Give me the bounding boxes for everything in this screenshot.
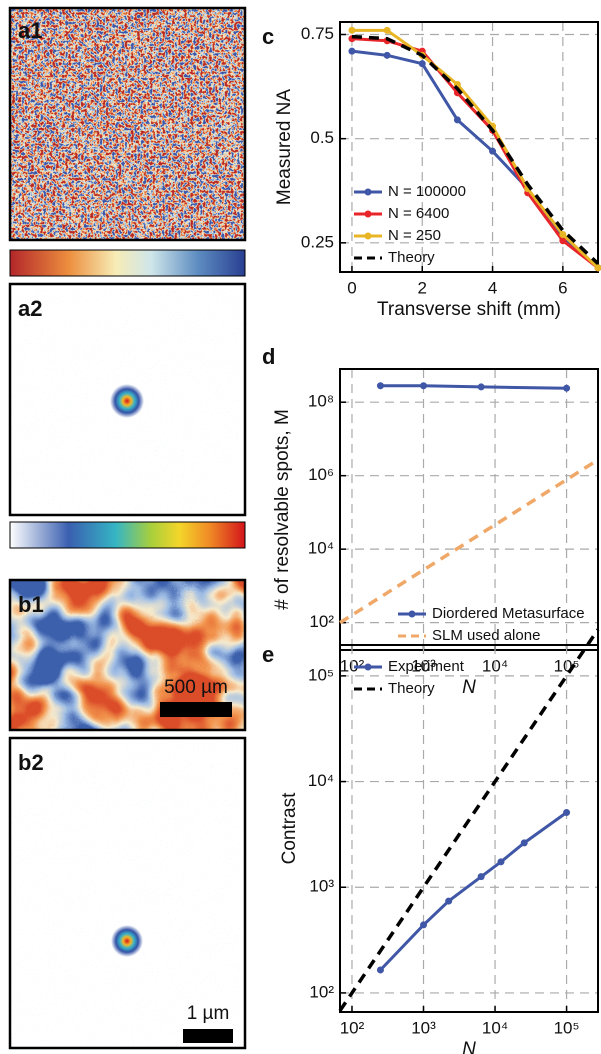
x-axis-title: N xyxy=(462,677,476,698)
x-tick-label: 4 xyxy=(488,278,497,297)
legend-label: N = 100000 xyxy=(388,183,466,200)
scale-bar-label: 500 µm xyxy=(164,677,228,698)
data-point xyxy=(383,51,391,59)
x-tick-label: 10⁴ xyxy=(482,1018,508,1037)
y-tick-label: 10² xyxy=(309,982,334,1001)
panel-label: e xyxy=(262,642,274,667)
data-point xyxy=(348,26,356,34)
series-line xyxy=(351,34,600,265)
y-tick-label: 10⁸ xyxy=(308,392,334,411)
y-tick-label: 10⁶ xyxy=(308,465,334,484)
data-point xyxy=(418,60,426,68)
legend-label: Theory xyxy=(388,249,435,266)
scale-bar xyxy=(160,702,232,717)
data-point xyxy=(376,382,384,390)
data-point xyxy=(420,382,428,390)
scale-bar-label: 1 µm xyxy=(187,1003,230,1024)
series-line xyxy=(339,458,599,625)
plot-frame xyxy=(339,21,599,273)
x-tick-label: 10³ xyxy=(411,1018,436,1037)
x-axis-title: N xyxy=(462,1039,476,1054)
colorbar xyxy=(9,521,246,549)
data-point xyxy=(497,858,505,866)
panel-label: d xyxy=(262,344,275,369)
panel-frame xyxy=(8,282,247,517)
panel-label: b2 xyxy=(18,750,44,775)
x-tick-label: 0 xyxy=(347,278,356,297)
legend-label: Diordered Metasurface xyxy=(432,605,585,622)
x-tick-label: 6 xyxy=(558,278,567,297)
data-point xyxy=(445,897,453,905)
focal-spot xyxy=(111,925,143,957)
data-point xyxy=(520,839,528,847)
legend-marker xyxy=(364,663,372,671)
legend-marker xyxy=(364,210,372,218)
legend-label: N = 250 xyxy=(388,227,441,244)
plot-frame xyxy=(339,368,599,651)
panel-label: a1 xyxy=(18,18,42,43)
series-line xyxy=(351,28,600,269)
data-point xyxy=(420,921,428,929)
focal-spot xyxy=(110,384,144,418)
spot-noise xyxy=(10,738,245,1048)
data-point xyxy=(563,384,571,392)
y-tick-label: 10⁴ xyxy=(308,771,334,790)
y-tick-label: 10² xyxy=(309,612,334,631)
data-point xyxy=(453,116,461,124)
data-point xyxy=(563,808,571,816)
data-point xyxy=(477,873,485,881)
legend-marker xyxy=(364,232,372,240)
data-point xyxy=(383,26,391,34)
x-tick-label: 10⁵ xyxy=(554,1018,580,1037)
legend-marker xyxy=(408,610,416,618)
plot-frame xyxy=(339,644,599,1013)
series-line xyxy=(338,628,600,1012)
panel-label: b1 xyxy=(18,592,44,617)
data-point xyxy=(594,264,601,272)
series-line xyxy=(379,811,568,971)
colorbar xyxy=(9,249,246,277)
legend-label: N = 6400 xyxy=(388,205,449,222)
y-tick-label: 0.5 xyxy=(310,128,334,147)
panel-label: c xyxy=(262,24,274,49)
x-tick-label: 2 xyxy=(418,278,427,297)
y-tick-label: 10³ xyxy=(309,877,334,896)
data-point xyxy=(477,383,485,391)
data-point xyxy=(348,47,356,55)
x-tick-label: 10² xyxy=(340,1018,365,1037)
y-tick-label: 10⁴ xyxy=(308,539,334,558)
y-tick-label: 0.75 xyxy=(301,24,334,43)
panel-label: a2 xyxy=(18,296,42,321)
panel-frame xyxy=(8,578,247,732)
legend-label: SLM used alone xyxy=(432,627,540,644)
data-point xyxy=(559,231,567,238)
y-tick-label: 10⁵ xyxy=(308,665,334,684)
legend-label: Theory xyxy=(388,680,435,697)
data-point xyxy=(376,966,384,974)
y-tick-label: 0.25 xyxy=(301,232,334,251)
panel-frame xyxy=(8,6,247,242)
x-axis-title: Transverse shift (mm) xyxy=(377,299,561,320)
data-point xyxy=(559,237,567,245)
series-line xyxy=(380,384,567,390)
data-point xyxy=(489,147,497,155)
y-axis-title: # of resolvable spots, M xyxy=(272,409,293,610)
speckle-image xyxy=(10,8,245,240)
legend-label: Experiment xyxy=(388,658,465,675)
panel-frame xyxy=(8,736,247,1050)
scale-bar xyxy=(183,1029,233,1043)
y-axis-title: Contrast xyxy=(279,792,300,865)
y-axis-title: Measured NA xyxy=(274,89,295,205)
legend-marker xyxy=(364,188,372,196)
